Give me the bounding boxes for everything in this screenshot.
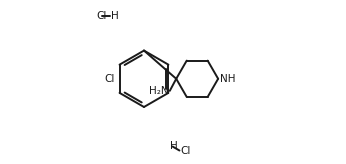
Text: H: H [170, 142, 177, 152]
Text: Cl: Cl [180, 146, 191, 156]
Text: Cl: Cl [97, 11, 107, 21]
Text: H₂N: H₂N [149, 86, 169, 96]
Text: H: H [111, 11, 119, 21]
Text: Cl: Cl [104, 74, 115, 84]
Text: NH: NH [220, 74, 236, 84]
